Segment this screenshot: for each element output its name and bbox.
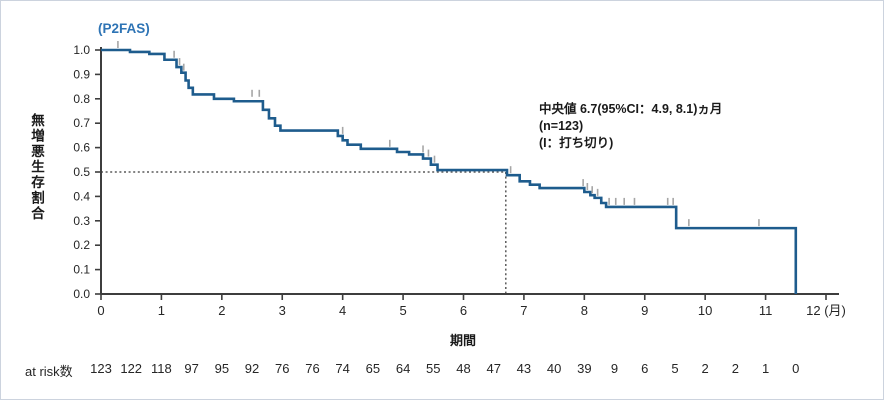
- at-risk-count: 43: [516, 361, 532, 376]
- y-tick-label: 0.5: [73, 165, 90, 179]
- at-risk-count: 2: [731, 361, 739, 376]
- at-risk-count: 48: [456, 361, 471, 376]
- x-tick-label: 8: [581, 303, 588, 318]
- at-risk-count: 9: [610, 361, 619, 376]
- x-tick-label: 10: [698, 303, 712, 318]
- x-tick-label: 2: [218, 303, 225, 318]
- y-tick-label: 0.2: [73, 238, 90, 252]
- at-risk-count: 40: [546, 361, 562, 376]
- at-risk-count: 39: [577, 361, 592, 376]
- x-axis-label: 期間: [449, 333, 477, 348]
- at-risk-count: 6: [641, 361, 649, 376]
- x-tick-label: 1: [158, 303, 165, 318]
- at-risk-count: 65: [365, 361, 381, 376]
- axes-lines: [100, 47, 839, 295]
- median-annotation-line2: (n=123): [539, 119, 584, 133]
- y-tick-label: 0.3: [73, 214, 90, 228]
- at-risk-count: 76: [275, 361, 290, 376]
- at-risk-count: 0: [792, 361, 800, 376]
- at-risk-count: 97: [184, 361, 199, 376]
- y-tick-label: 1.0: [73, 43, 90, 57]
- x-tick-label: 9: [641, 303, 648, 318]
- at-risk-count: 122: [120, 361, 143, 376]
- x-tick-label: 0: [97, 303, 104, 318]
- y-tick-label: 0.0: [73, 287, 90, 301]
- x-tick-label: 5: [399, 303, 406, 318]
- y-axis-label: 無増悪生存割合: [29, 113, 44, 222]
- y-tick-label: 0.6: [73, 141, 90, 155]
- x-tick-label: 3: [279, 303, 286, 318]
- chart-title: (P2FAS): [98, 21, 150, 36]
- at-risk-count: 76: [305, 361, 320, 376]
- at-risk-count: 74: [335, 361, 350, 376]
- x-tick-label: 12 (月): [806, 303, 846, 318]
- at-risk-count: 55: [426, 361, 441, 376]
- median-annotation: 中央値 6.7(95%CI：4.9, 8.1)ヵ月 (n=123) (I：打ち切…: [539, 101, 722, 152]
- at-risk-count: 118: [151, 361, 172, 376]
- at-risk-count: 123: [90, 361, 112, 376]
- at-risk-count: 47: [486, 361, 501, 376]
- survival-step-curve: [101, 48, 798, 294]
- median-crosshair-dotted-line: [101, 171, 507, 294]
- y-tick-label: 0.8: [73, 92, 90, 106]
- x-tick-label: 7: [520, 303, 527, 318]
- x-tick-label: 11: [759, 303, 773, 318]
- x-tick-label: 4: [339, 303, 346, 318]
- at-risk-count: 64: [395, 361, 411, 376]
- at-risk-label: at risk数: [25, 364, 73, 379]
- at-risk-count: 2: [701, 361, 709, 376]
- at-risk-count: 92: [244, 361, 260, 376]
- at-risk-count: 1: [761, 361, 770, 376]
- y-tick-label: 0.1: [73, 263, 90, 277]
- y-tick-label: 0.4: [73, 189, 90, 203]
- x-tick-label: 6: [460, 303, 467, 318]
- at-risk-row: 123 122 118 97 95 92 76 76 74 65 64 55 48 47 43 40 39 9 6 5…: [1, 361, 883, 379]
- at-risk-count: 5: [671, 361, 679, 376]
- median-annotation-line1: 中央値 6.7(95%CI：4.9, 8.1)ヵ月: [539, 102, 723, 116]
- at-risk-count: 95: [214, 361, 230, 376]
- y-tick-label: 0.9: [73, 67, 90, 81]
- y-tick-label: 0.7: [73, 116, 90, 130]
- median-annotation-line3: (I：打ち切り): [539, 136, 614, 150]
